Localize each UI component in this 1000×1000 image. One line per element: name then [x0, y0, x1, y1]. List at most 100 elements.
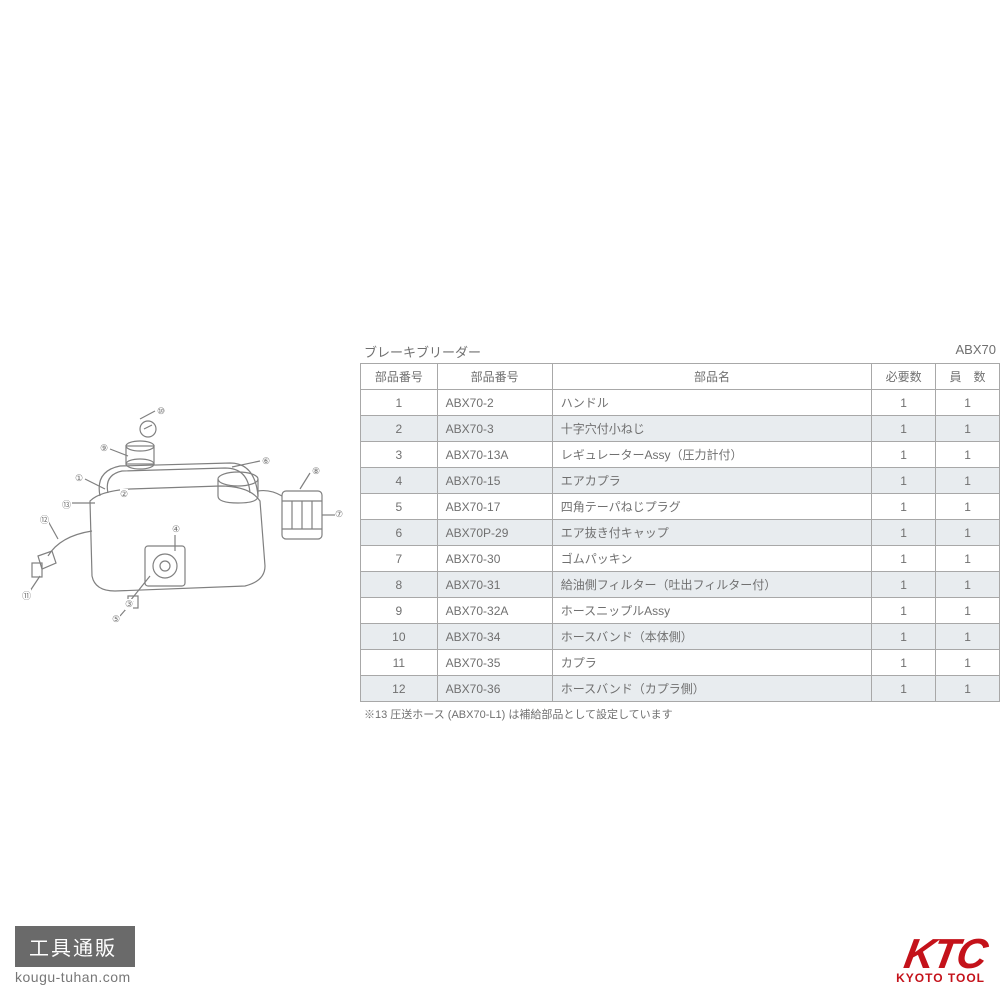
- table-header-cell: 必要数: [872, 364, 936, 390]
- table-cell: ABX70-35: [437, 650, 552, 676]
- table-cell: 10: [361, 624, 438, 650]
- callout-2: ②: [120, 489, 128, 500]
- brand-name: 工具通販: [15, 926, 135, 967]
- table-cell: 1: [872, 390, 936, 416]
- table-cell: エアカプラ: [552, 468, 872, 494]
- callout-5: ⑤: [112, 614, 120, 625]
- table-row: 5ABX70-17四角テーパねじプラグ11: [361, 494, 1000, 520]
- table-cell: 1: [872, 572, 936, 598]
- table-cell: ABX70-13A: [437, 442, 552, 468]
- table-cell: 1: [872, 676, 936, 702]
- table-cell: 5: [361, 494, 438, 520]
- callout-6: ⑥: [262, 456, 270, 467]
- table-cell: ABX70-36: [437, 676, 552, 702]
- table-cell: 4: [361, 468, 438, 494]
- footer-bar: 工具通販 kougu-tuhan.com KTC KYOTO TOOL: [15, 926, 985, 985]
- parts-table: 部品番号部品番号部品名必要数員 数 1ABX70-2ハンドル112ABX70-3…: [360, 363, 1000, 702]
- parts-table-area: ブレーキブリーダー ABX70 部品番号部品番号部品名必要数員 数 1ABX70…: [360, 340, 1000, 722]
- product-title: ブレーキブリーダー: [364, 342, 481, 361]
- table-cell: 1: [872, 494, 936, 520]
- table-title-row: ブレーキブリーダー ABX70: [360, 340, 1000, 363]
- table-cell: 1: [936, 624, 1000, 650]
- product-model: ABX70: [956, 342, 996, 361]
- table-header-cell: 部品番号: [437, 364, 552, 390]
- table-cell: 1: [936, 416, 1000, 442]
- table-cell: ABX70-30: [437, 546, 552, 572]
- table-header-cell: 部品番号: [361, 364, 438, 390]
- table-cell: 給油側フィルター（吐出フィルター付）: [552, 572, 872, 598]
- table-cell: 1: [872, 416, 936, 442]
- table-cell: カプラ: [552, 650, 872, 676]
- table-row: 9ABX70-32AホースニップルAssy11: [361, 598, 1000, 624]
- table-row: 2ABX70-3十字穴付小ねじ11: [361, 416, 1000, 442]
- content-wrapper: ⑩ ⑥ ⑧ ⑦ ① ⑫ ⑪ ⑤ ③ ④ ⑨ ⑬ ② ブレーキブリーダー ABX7…: [0, 340, 1000, 722]
- table-header-cell: 員 数: [936, 364, 1000, 390]
- table-cell: 十字穴付小ねじ: [552, 416, 872, 442]
- table-cell: 3: [361, 442, 438, 468]
- table-cell: 1: [936, 572, 1000, 598]
- table-cell: ホースバンド（本体側）: [552, 624, 872, 650]
- callout-10: ⑩: [157, 406, 165, 417]
- table-row: 3ABX70-13AレギュレーターAssy（圧力計付）11: [361, 442, 1000, 468]
- table-cell: 6: [361, 520, 438, 546]
- table-cell: 1: [872, 520, 936, 546]
- table-cell: ABX70-15: [437, 468, 552, 494]
- table-cell: 1: [936, 650, 1000, 676]
- table-cell: 2: [361, 416, 438, 442]
- callout-13: ⑬: [62, 498, 71, 511]
- parts-diagram: ⑩ ⑥ ⑧ ⑦ ① ⑫ ⑪ ⑤ ③ ④ ⑨ ⑬ ②: [0, 401, 350, 661]
- table-cell: 1: [872, 598, 936, 624]
- callout-12: ⑫: [40, 513, 49, 526]
- table-cell: 1: [936, 520, 1000, 546]
- table-header-cell: 部品名: [552, 364, 872, 390]
- table-cell: 1: [872, 468, 936, 494]
- callout-8: ⑧: [312, 466, 320, 477]
- table-header-row: 部品番号部品番号部品名必要数員 数: [361, 364, 1000, 390]
- table-cell: エア抜き付キャップ: [552, 520, 872, 546]
- callout-4: ④: [172, 524, 180, 535]
- table-cell: ABX70-3: [437, 416, 552, 442]
- table-row: 7ABX70-30ゴムパッキン11: [361, 546, 1000, 572]
- table-cell: ABX70-31: [437, 572, 552, 598]
- left-brand: 工具通販 kougu-tuhan.com: [15, 926, 135, 985]
- table-cell: 1: [872, 546, 936, 572]
- table-cell: ゴムパッキン: [552, 546, 872, 572]
- table-cell: ABX70-17: [437, 494, 552, 520]
- table-cell: 12: [361, 676, 438, 702]
- table-cell: 1: [936, 546, 1000, 572]
- table-row: 8ABX70-31給油側フィルター（吐出フィルター付）11: [361, 572, 1000, 598]
- table-cell: 1: [936, 676, 1000, 702]
- table-cell: ハンドル: [552, 390, 872, 416]
- table-cell: 1: [936, 390, 1000, 416]
- callout-7: ⑦: [335, 509, 343, 520]
- table-row: 12ABX70-36ホースバンド（カプラ側）11: [361, 676, 1000, 702]
- table-cell: ABX70-2: [437, 390, 552, 416]
- callout-1: ①: [75, 473, 83, 484]
- table-row: 4ABX70-15エアカプラ11: [361, 468, 1000, 494]
- table-cell: 1: [872, 624, 936, 650]
- ktc-logo: KTC: [901, 935, 988, 973]
- table-cell: ホースニップルAssy: [552, 598, 872, 624]
- table-cell: 1: [872, 650, 936, 676]
- callout-3: ③: [125, 599, 133, 610]
- table-cell: ABX70P-29: [437, 520, 552, 546]
- table-cell: レギュレーターAssy（圧力計付）: [552, 442, 872, 468]
- table-cell: 四角テーパねじプラグ: [552, 494, 872, 520]
- table-cell: ABX70-34: [437, 624, 552, 650]
- table-cell: 8: [361, 572, 438, 598]
- table-row: 6ABX70P-29エア抜き付キャップ11: [361, 520, 1000, 546]
- table-cell: 1: [936, 494, 1000, 520]
- callout-9: ⑨: [100, 443, 108, 454]
- table-cell: 7: [361, 546, 438, 572]
- table-row: 1ABX70-2ハンドル11: [361, 390, 1000, 416]
- table-cell: 1: [936, 442, 1000, 468]
- table-cell: 1: [936, 468, 1000, 494]
- table-row: 11ABX70-35カプラ11: [361, 650, 1000, 676]
- table-cell: 1: [872, 442, 936, 468]
- table-cell: 9: [361, 598, 438, 624]
- right-brand: KTC KYOTO TOOL: [896, 935, 985, 985]
- table-row: 10ABX70-34ホースバンド（本体側）11: [361, 624, 1000, 650]
- brand-url: kougu-tuhan.com: [15, 969, 135, 985]
- table-footnote: ※13 圧送ホース (ABX70-L1) は補給部品として設定しています: [360, 706, 1000, 722]
- table-cell: 11: [361, 650, 438, 676]
